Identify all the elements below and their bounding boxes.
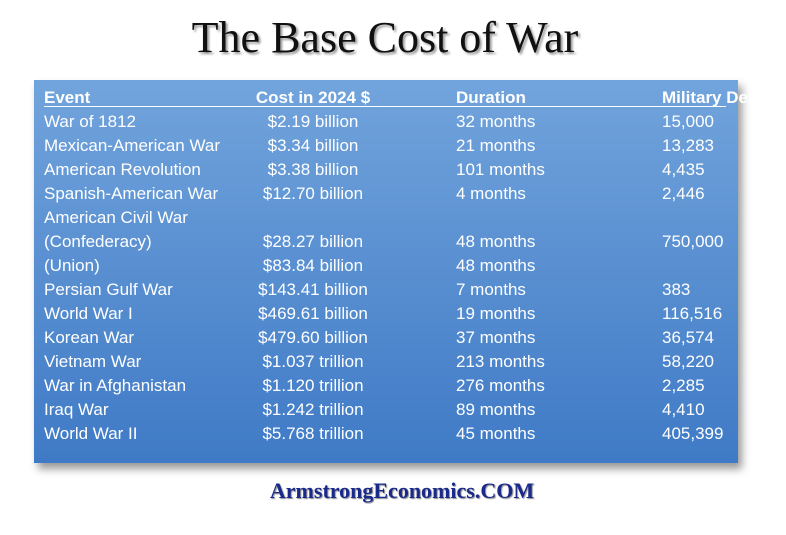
cell: 48 months (456, 232, 536, 251)
cell: 45 months (456, 424, 536, 443)
title: The Base Cost of War (191, 13, 579, 62)
cell: World War II (44, 424, 138, 443)
cell: World War I (44, 304, 133, 323)
cell: 101 months (456, 160, 545, 179)
cell: Mexican-American War (44, 136, 221, 155)
cell: 4 months (456, 184, 526, 203)
header-cell: Duration (456, 88, 526, 107)
cell: (Union) (44, 256, 100, 275)
cell: Persian Gulf War (44, 280, 173, 299)
header-cell: Military Deaths (662, 88, 783, 107)
cell: 58,220 (662, 352, 714, 371)
cell: $3.38 billion (267, 160, 359, 179)
header-rule (44, 106, 726, 107)
cell: $479.60 billion (258, 328, 368, 347)
cell: 48 months (456, 256, 536, 275)
cell: 750,000 (662, 232, 724, 251)
cell: 2,285 (662, 376, 705, 395)
cell: 13,283 (662, 136, 714, 155)
cell: Iraq War (44, 400, 109, 419)
cell: $12.70 billion (262, 184, 364, 203)
cell: $2.19 billion (267, 112, 359, 131)
cell: Vietnam War (44, 352, 142, 371)
cell: 4,435 (662, 160, 705, 179)
cell: War in Afghanistan (44, 376, 187, 395)
cell: 2,446 (662, 184, 705, 203)
cell: 36,574 (662, 328, 714, 347)
footer: ArmstrongEconomics.COM (269, 478, 535, 503)
cell: 116,516 (662, 304, 723, 323)
cell: 405,399 (662, 424, 724, 443)
cell: 15,000 (662, 112, 714, 131)
cell: $28.27 billion (262, 232, 364, 251)
cell: 276 months (456, 376, 545, 395)
cell: 383 (662, 280, 691, 299)
cell: 213 months (456, 352, 545, 371)
cell: (Confederacy) (44, 232, 152, 251)
cell: $143.41 billion (258, 280, 368, 299)
cell: $1.037 trillion (262, 352, 364, 371)
cell: $469.61 billion (258, 304, 368, 323)
cell: War of 1812 (44, 112, 136, 131)
cell: $5.768 trillion (262, 424, 364, 443)
table: Event Cost in 2024 $ Duration Military Deat… (34, 80, 783, 463)
cell: 37 months (456, 328, 536, 347)
header-cell: Event (44, 88, 91, 107)
cell: 4,410 (662, 400, 705, 419)
cell: $83.84 billion (262, 256, 364, 275)
cell: 32 months (456, 112, 536, 131)
cell: $1.242 trillion (262, 400, 364, 419)
cell: 21 months (456, 136, 536, 155)
cell: $1.120 trillion (262, 376, 364, 395)
cell: 7 months (456, 280, 526, 299)
cell: $3.34 billion (267, 136, 359, 155)
header-cell: Cost in 2024 $ (255, 88, 371, 107)
cell: 19 months (456, 304, 536, 323)
cell: Korean War (44, 328, 135, 347)
cell: 89 months (456, 400, 536, 419)
cell: American Revolution (44, 160, 201, 179)
cell: Spanish-American War (44, 184, 219, 203)
cell: American Civil War (44, 208, 188, 227)
